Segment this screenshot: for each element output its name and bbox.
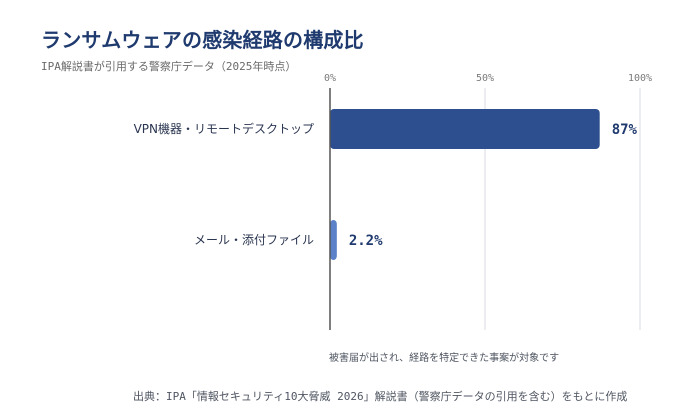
bar [330,220,337,260]
data-label: 2.2% [349,233,383,249]
data-label: 87% [612,122,638,138]
bar [330,109,600,149]
x-tick-label: 50% [476,73,494,84]
x-tick-label: 100% [628,73,652,84]
chart-title: ランサムウェアの感染経路の構成比 [41,28,364,52]
category-label: VPN機器・リモートデスクトップ [134,121,314,136]
x-tick-label: 0% [324,73,336,84]
chart-subtitle: IPA解説書が引用する警察庁データ（2025年時点） [41,60,297,73]
source-credit: 出典：IPA「情報セキュリティ10大脅威 2026」解説書（警察庁データの引用を… [133,390,628,403]
chart-note: 被害届が出され、経路を特定できた事案が対象です [329,353,560,364]
category-label: メール・添付ファイル [194,233,314,247]
